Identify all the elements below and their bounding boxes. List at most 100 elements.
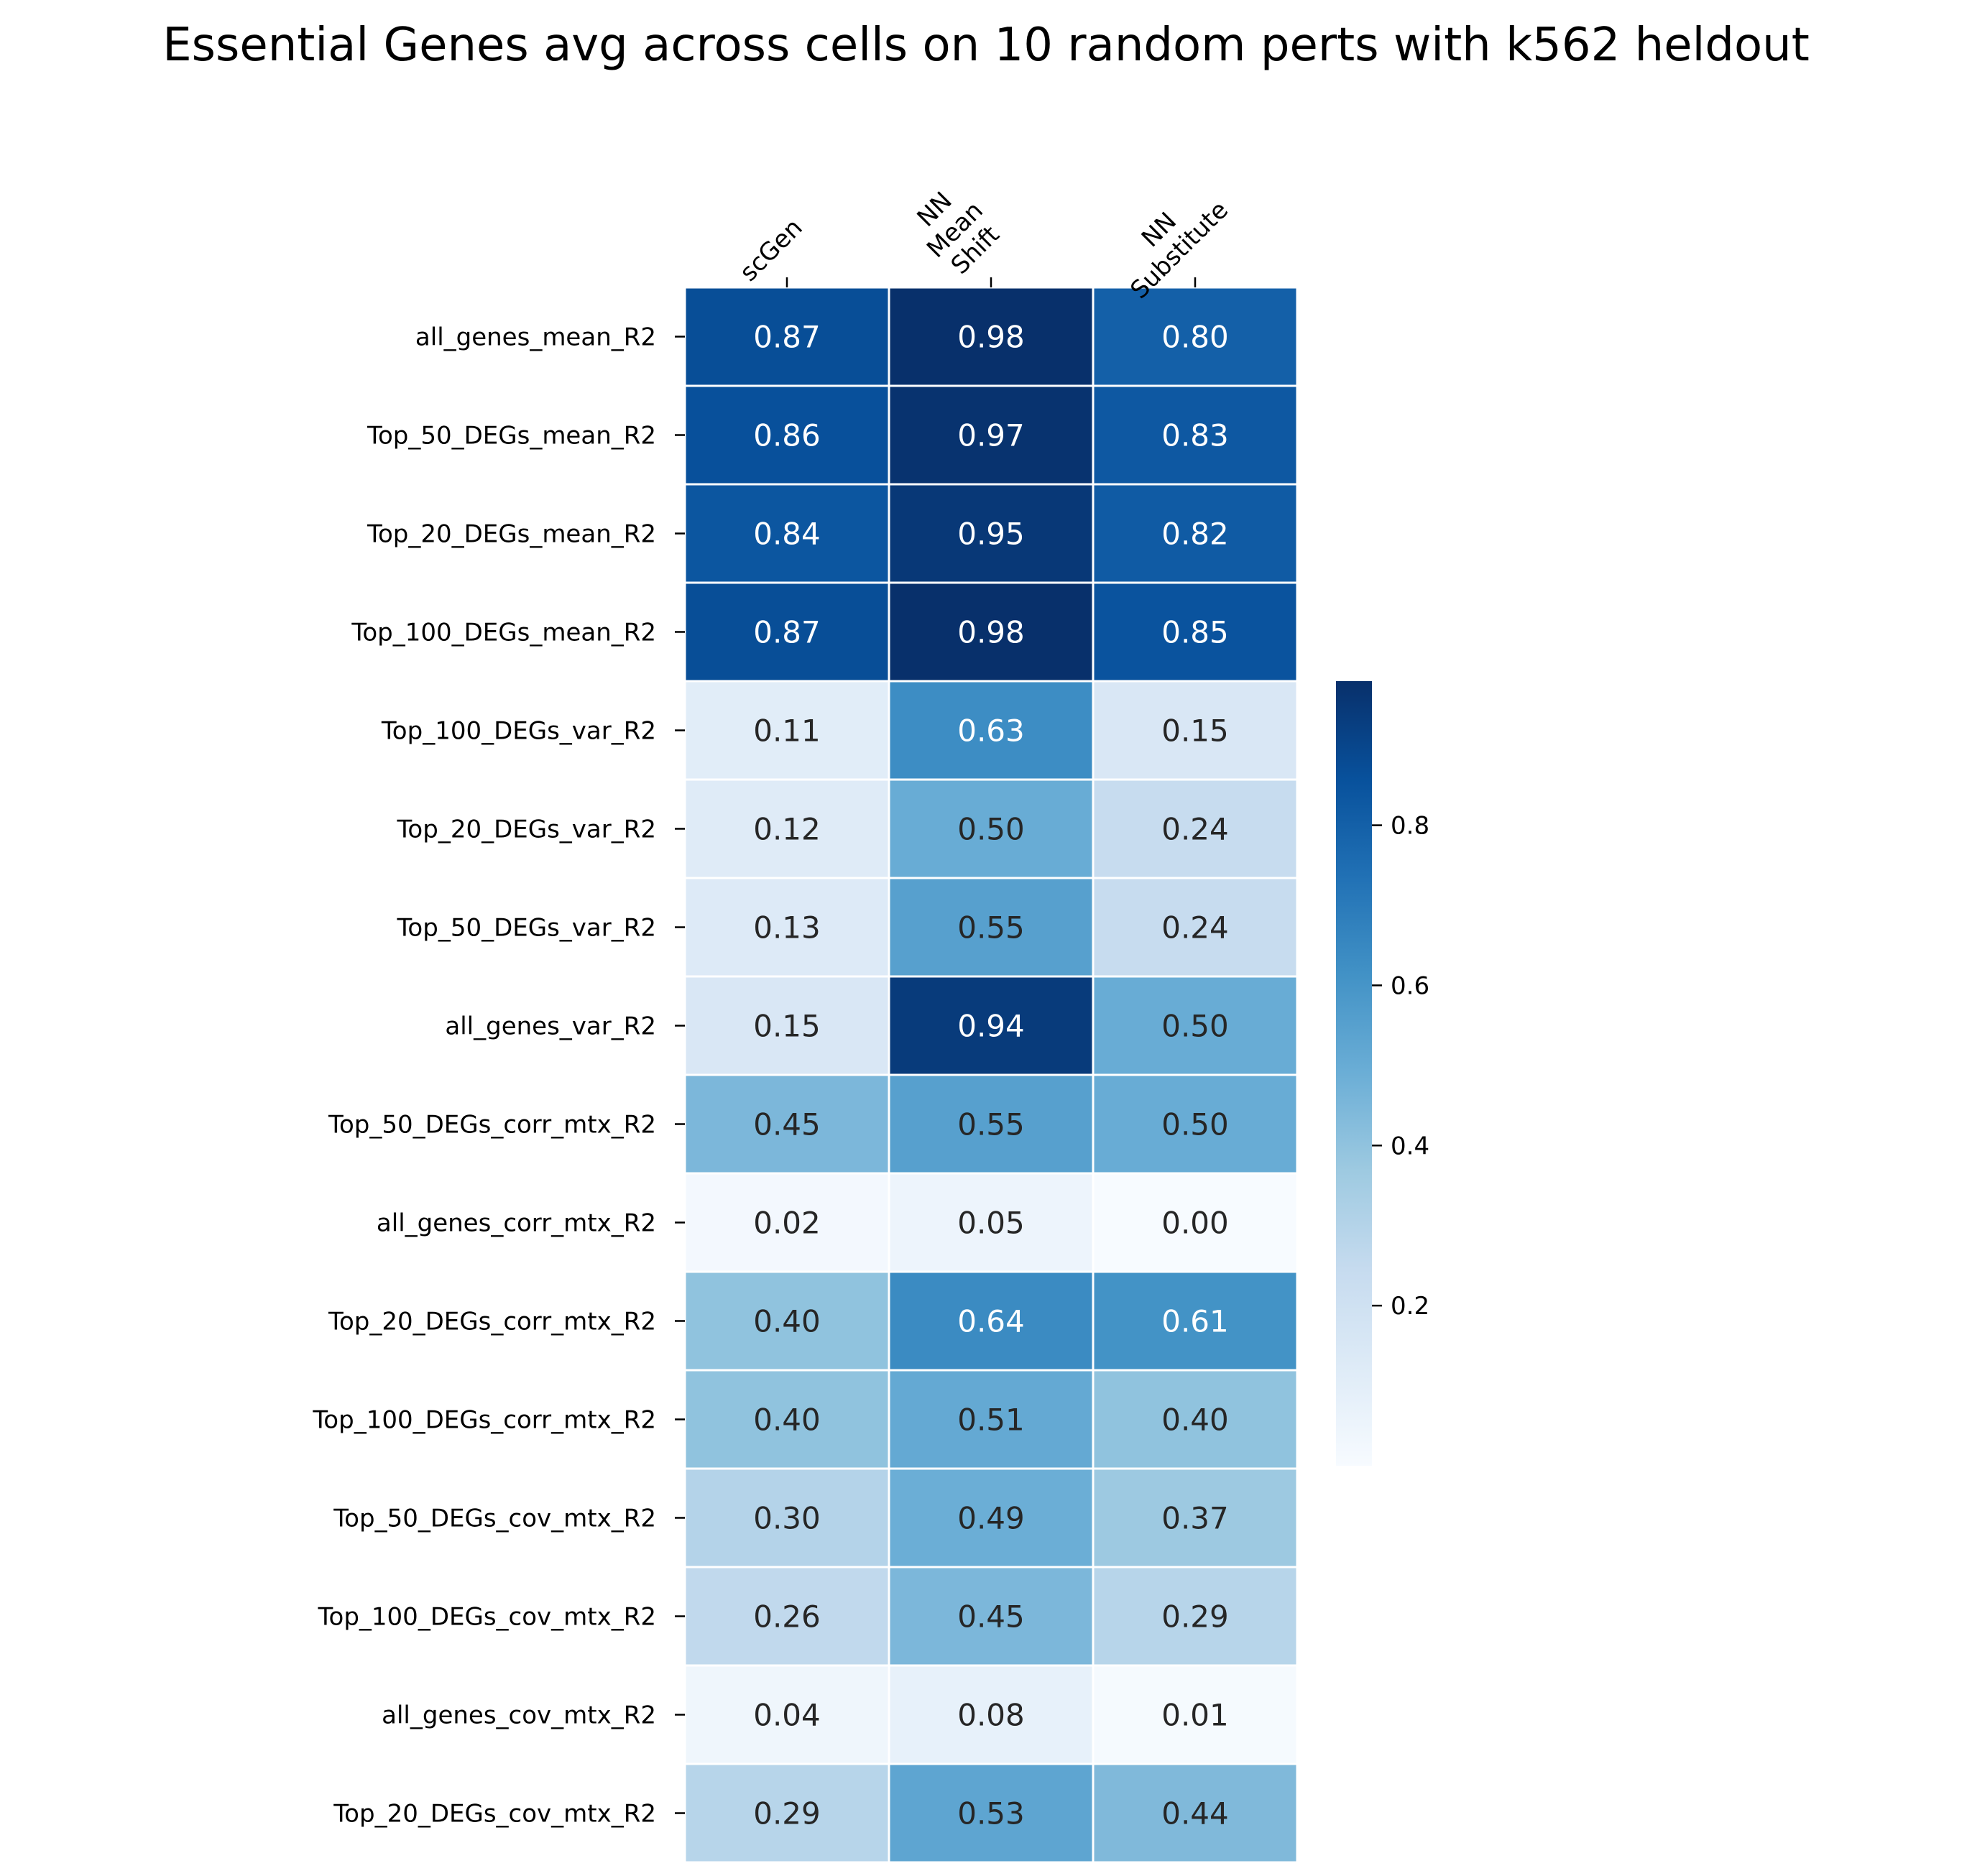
heatmap-cell bbox=[888, 1172, 1095, 1273]
row-label: all_genes_mean_R2 bbox=[415, 323, 656, 352]
heatmap-cell bbox=[888, 286, 1095, 387]
column-label: NNMeanShift bbox=[901, 176, 1009, 284]
heatmap-cell bbox=[683, 1467, 890, 1568]
row-label: Top_50_DEGs_var_R2 bbox=[396, 914, 656, 943]
row-label: Top_20_DEGs_cov_mtx_R2 bbox=[333, 1800, 656, 1829]
cell-value-label: 0.04 bbox=[753, 1698, 821, 1733]
cell-value-label: 0.05 bbox=[957, 1206, 1025, 1241]
colorbar-tick-label: 0.4 bbox=[1391, 1132, 1429, 1160]
cell-value-label: 0.40 bbox=[753, 1304, 821, 1339]
row-labels: all_genes_mean_R2 Top_50_DEGs_mean_R2 Top_… bbox=[312, 323, 685, 1829]
heatmap-cell bbox=[1092, 1270, 1299, 1372]
cell-value-label: 0.82 bbox=[1161, 517, 1229, 552]
cell-value-label: 0.50 bbox=[957, 812, 1025, 847]
cell-value-label: 0.55 bbox=[957, 1107, 1025, 1142]
cell-value-label: 0.94 bbox=[957, 1009, 1025, 1044]
cell-value-label: 0.37 bbox=[1161, 1501, 1229, 1536]
heatmap-cell bbox=[888, 975, 1095, 1076]
cell-value-label: 0.01 bbox=[1161, 1698, 1229, 1733]
cell-value-label: 0.55 bbox=[957, 910, 1025, 946]
cell-value-label: 0.51 bbox=[957, 1403, 1025, 1438]
heatmap-cell bbox=[1092, 1566, 1299, 1667]
cell-value-label: 0.64 bbox=[957, 1304, 1025, 1339]
cell-value-label: 0.95 bbox=[957, 517, 1025, 552]
cell-value-label: 0.45 bbox=[957, 1599, 1025, 1635]
heatmap-cell bbox=[1092, 1762, 1299, 1864]
cell-value-label: 0.29 bbox=[753, 1796, 821, 1831]
cell-value-label: 0.49 bbox=[957, 1501, 1025, 1536]
cell-value-label: 0.15 bbox=[753, 1009, 821, 1044]
row-label: Top_50_DEGs_mean_R2 bbox=[367, 422, 656, 450]
cell-value-label: 0.63 bbox=[957, 713, 1025, 749]
cell-value-label: 0.50 bbox=[1161, 1107, 1229, 1142]
cell-value-label: 0.98 bbox=[957, 320, 1025, 355]
cell-value-label: 0.15 bbox=[1161, 713, 1229, 749]
heatmap-cells: 0.87 0.98 0.80 0.86 0.97 0.83 0.84 0.95 0.82 0.87… bbox=[683, 286, 1299, 1864]
heatmap-cell bbox=[1092, 1467, 1299, 1568]
heatmap-cell bbox=[1092, 1073, 1299, 1175]
row-label: all_genes_cov_mtx_R2 bbox=[382, 1701, 656, 1730]
heatmap-cell bbox=[683, 1762, 890, 1864]
heatmap-cell bbox=[888, 778, 1095, 879]
heatmap-cell bbox=[1092, 1369, 1299, 1470]
column-label: scGen bbox=[734, 213, 808, 287]
heatmap-cell bbox=[888, 483, 1095, 584]
heatmap-cell bbox=[1092, 778, 1299, 879]
heatmap-cell bbox=[1092, 1172, 1299, 1273]
cell-value-label: 0.24 bbox=[1161, 812, 1229, 847]
heatmap-cell bbox=[1092, 975, 1299, 1076]
cell-value-label: 0.80 bbox=[1161, 320, 1229, 355]
heatmap-cell bbox=[683, 1566, 890, 1667]
row-label: Top_100_DEGs_var_R2 bbox=[381, 717, 656, 746]
heatmap-cell bbox=[1092, 877, 1299, 978]
cell-value-label: 0.26 bbox=[753, 1599, 821, 1635]
cell-value-label: 0.40 bbox=[753, 1403, 821, 1438]
heatmap-cell bbox=[888, 680, 1095, 781]
heatmap-cell bbox=[683, 1664, 890, 1765]
heatmap-cell bbox=[683, 286, 890, 387]
heatmap-cell bbox=[1092, 1664, 1299, 1765]
row-label: Top_100_DEGs_cov_mtx_R2 bbox=[318, 1603, 656, 1632]
cell-value-label: 0.53 bbox=[957, 1796, 1025, 1831]
colorbar: 0.2 0.4 0.6 0.8 bbox=[1336, 681, 1429, 1466]
heatmap-cell bbox=[888, 1762, 1095, 1864]
cell-value-label: 0.08 bbox=[957, 1698, 1025, 1733]
row-label: Top_20_DEGs_corr_mtx_R2 bbox=[328, 1308, 656, 1336]
cell-value-label: 0.29 bbox=[1161, 1599, 1229, 1635]
row-label: all_genes_corr_mtx_R2 bbox=[377, 1209, 656, 1238]
cell-value-label: 0.87 bbox=[753, 320, 821, 355]
row-label: Top_100_DEGs_corr_mtx_R2 bbox=[312, 1406, 656, 1435]
cell-value-label: 0.24 bbox=[1161, 910, 1229, 946]
heatmap-cell bbox=[683, 975, 890, 1076]
row-label: Top_50_DEGs_corr_mtx_R2 bbox=[328, 1111, 656, 1140]
heatmap-cell bbox=[683, 1270, 890, 1372]
heatmap-cell bbox=[683, 1172, 890, 1273]
column-label-line: scGen bbox=[734, 213, 808, 287]
column-label: NNSubstitute bbox=[1105, 175, 1234, 305]
cell-value-label: 0.50 bbox=[1161, 1009, 1229, 1044]
cell-value-label: 0.11 bbox=[753, 713, 821, 749]
row-label: Top_100_DEGs_mean_R2 bbox=[351, 619, 656, 647]
heatmap-cell bbox=[683, 1073, 890, 1175]
cell-value-label: 0.40 bbox=[1161, 1403, 1229, 1438]
heatmap-cell bbox=[888, 877, 1095, 978]
cell-value-label: 0.85 bbox=[1161, 615, 1229, 650]
row-label: all_genes_var_R2 bbox=[445, 1012, 656, 1041]
cell-value-label: 0.00 bbox=[1161, 1206, 1229, 1241]
cell-value-label: 0.87 bbox=[753, 615, 821, 650]
cell-value-label: 0.02 bbox=[753, 1206, 821, 1241]
cell-value-label: 0.61 bbox=[1161, 1304, 1229, 1339]
cell-value-label: 0.84 bbox=[753, 517, 821, 552]
cell-value-label: 0.97 bbox=[957, 418, 1025, 453]
heatmap-cell bbox=[1092, 581, 1299, 683]
cell-value-label: 0.44 bbox=[1161, 1796, 1229, 1831]
cell-value-label: 0.83 bbox=[1161, 418, 1229, 453]
colorbar-tick-label: 0.8 bbox=[1391, 812, 1429, 841]
cell-value-label: 0.45 bbox=[753, 1107, 821, 1142]
cell-value-label: 0.98 bbox=[957, 615, 1025, 650]
colorbar-tick-label: 0.2 bbox=[1391, 1292, 1429, 1321]
row-label: Top_50_DEGs_cov_mtx_R2 bbox=[333, 1505, 656, 1533]
cell-value-label: 0.86 bbox=[753, 418, 821, 453]
heatmap-cell bbox=[1092, 384, 1299, 486]
